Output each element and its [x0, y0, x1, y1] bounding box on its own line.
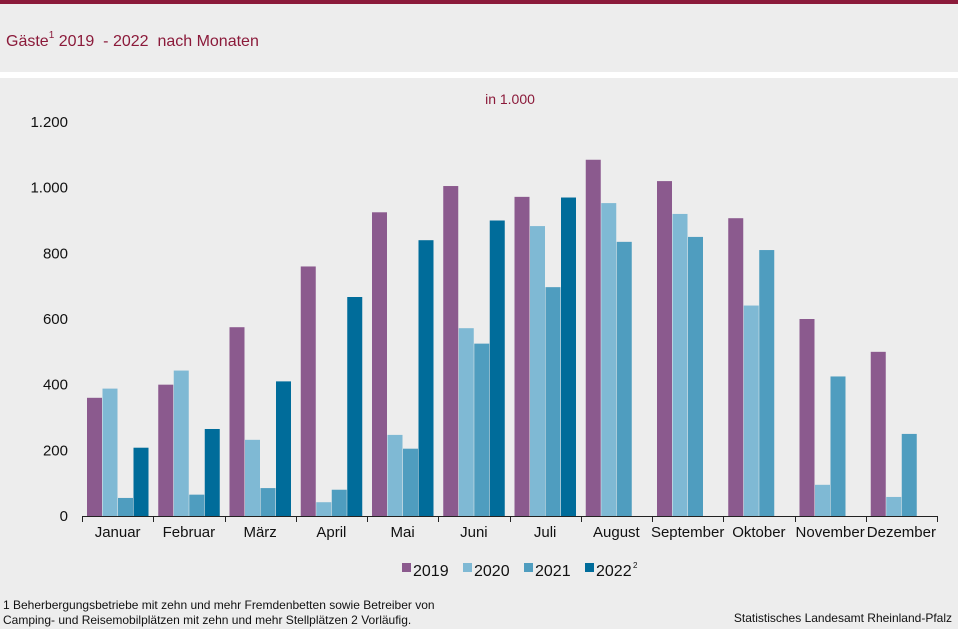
bar-2021-juni	[474, 343, 490, 516]
bar-2019-januar	[87, 397, 102, 516]
bar-2021-januar	[118, 497, 133, 516]
bar-2019-september	[657, 181, 672, 516]
bar-2021-februar	[189, 494, 205, 516]
bar-2019-november	[799, 319, 815, 516]
bar-2022-märz	[276, 381, 291, 516]
legend-swatch-2019	[402, 563, 411, 572]
bar-2019-dezember	[870, 351, 886, 516]
x-category-label: Oktober	[732, 524, 785, 541]
bar-2021-april	[331, 489, 347, 516]
bar-2020-juni	[458, 328, 474, 516]
title-main: Gäste	[6, 33, 49, 50]
y-tick-label: 200	[43, 442, 68, 459]
bar-2021-oktober	[759, 250, 775, 517]
bar-2021-märz	[260, 488, 276, 516]
y-tick-label: 400	[43, 377, 68, 394]
bar-2021-juli	[545, 287, 561, 516]
title-rest: 2019 - 2022 nach Monaten	[54, 33, 259, 50]
bar-2021-mai	[403, 448, 418, 516]
chart-title: Gäste1 2019 - 2022 nach Monaten	[6, 29, 259, 51]
legend-swatch-2020	[463, 563, 472, 572]
bar-2020-februar	[173, 370, 189, 516]
legend-footnote-marker: 2	[633, 561, 638, 570]
legend-label-2022: 2022	[596, 563, 632, 580]
unit-label: in 1.000	[485, 91, 535, 107]
bar-2022-januar	[133, 447, 149, 516]
bar-2022-juli	[561, 197, 576, 516]
x-category-label: Mai	[391, 524, 415, 541]
source-note: Statistisches Landesamt Rheinland-Pfalz	[733, 611, 952, 625]
bar-2019-juni	[443, 186, 459, 516]
bar-2019-juli	[514, 196, 530, 517]
y-tick-label: 1.000	[30, 180, 68, 197]
legend-swatch-2021	[524, 563, 533, 572]
x-category-label: September	[651, 524, 724, 541]
x-category-label: Dezember	[867, 524, 936, 541]
legend-swatch-2022	[585, 563, 594, 572]
bar-2019-april	[300, 266, 316, 516]
x-category-label: Februar	[163, 524, 216, 541]
x-category-label: März	[243, 524, 276, 541]
footnote-line-2: Camping- und Reisemobilplätzen mit zehn …	[3, 613, 412, 627]
x-category-label: Juni	[460, 524, 488, 541]
bar-2019-august	[585, 159, 601, 516]
y-tick-label: 1.200	[30, 114, 68, 131]
bar-2021-august	[616, 241, 632, 516]
bar-2021-september	[688, 236, 703, 516]
title-footnote-marker: 1	[48, 29, 55, 41]
legend-label-2021: 2021	[535, 563, 571, 580]
chart-area: in 1.000 0 200 400 600 800 1.000 1.200 Januar Feb…	[0, 78, 958, 629]
bar-chart: in 1.000 0 200 400 600 800 1.000 1.200 Januar Feb…	[30, 91, 938, 580]
bar-2022-februar	[204, 428, 220, 516]
x-category-label: April	[316, 524, 346, 541]
top-accent-bar	[0, 0, 958, 4]
bar-2020-mai	[387, 434, 403, 516]
y-tick-label: 800	[43, 245, 68, 262]
footnote-line-1: 1 Beherbergungsbetriebe mit zehn und meh…	[3, 598, 435, 612]
bar-2021-november	[830, 376, 846, 516]
bar-2019-februar	[158, 384, 174, 516]
bar-2022-april	[347, 297, 363, 516]
bar-2022-juni	[489, 220, 505, 516]
x-category-label: August	[593, 524, 641, 541]
bar-2019-mai	[372, 212, 387, 516]
legend-label-2019: 2019	[413, 563, 449, 580]
bar-2020-dezember	[886, 496, 902, 516]
bar-2020-oktober	[743, 305, 759, 516]
y-tick-label: 600	[43, 311, 68, 328]
bar-2020-april	[316, 502, 332, 516]
bar-2020-september	[672, 213, 688, 516]
bar-2022-mai	[418, 240, 434, 516]
x-category-label: Juli	[534, 524, 557, 541]
bar-2020-november	[815, 484, 830, 516]
bar-2020-august	[601, 203, 617, 516]
bar-2020-juli	[530, 226, 545, 516]
title-band: Gäste1 2019 - 2022 nach Monaten	[0, 4, 958, 72]
legend-label-2020: 2020	[474, 563, 510, 580]
bar-2020-januar	[102, 388, 118, 516]
y-tick-label: 0	[60, 508, 68, 525]
footnote: 1 Beherbergungsbetriebe mit zehn und meh…	[3, 598, 435, 628]
bar-2019-oktober	[728, 218, 744, 516]
x-category-label: Januar	[95, 524, 141, 541]
bar-2021-dezember	[901, 433, 917, 516]
x-category-label: November	[796, 524, 865, 541]
bar-2020-märz	[245, 439, 260, 516]
bar-2019-märz	[229, 327, 245, 516]
